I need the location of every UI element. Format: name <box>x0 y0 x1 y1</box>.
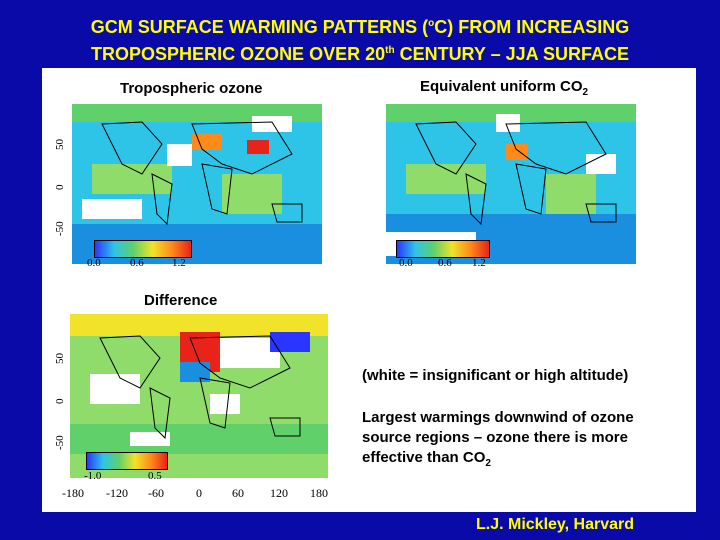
diff-lat-tick-50: 50 <box>54 353 66 364</box>
lon-tick-60: 60 <box>232 486 244 500</box>
lon-tick-0: 0 <box>196 486 202 500</box>
author-credit: L.J. Mickley, Harvard <box>476 516 634 533</box>
title-line-1: GCM SURFACE WARMING PATTERNS (oC) FROM I… <box>90 17 630 37</box>
ozone-scale-min: 0.0 <box>87 257 101 269</box>
co2-colorbar <box>396 240 490 258</box>
co2-map-graphic <box>386 104 636 264</box>
slide-title: GCM SURFACE WARMING PATTERNS (oC) FROM I… <box>0 12 720 66</box>
lon-tick-120: 120 <box>270 486 288 500</box>
lon-tick-minus-120: -120 <box>106 486 128 500</box>
white-legend-note: (white = insignificant or high altitude) <box>362 367 629 384</box>
largest-warmings-note: Largest warmings downwind of ozone sourc… <box>362 409 634 469</box>
ozone-scale-mid: 0.6 <box>130 257 144 269</box>
ozone-map-graphic <box>72 104 322 264</box>
ozone-map <box>72 104 322 264</box>
lon-tick-minus-60: -60 <box>148 486 164 500</box>
ozone-lat-tick-0: 0 <box>54 184 66 191</box>
co2-map <box>386 104 636 264</box>
diff-scale-min: -1.0 <box>84 470 102 482</box>
difference-map <box>70 314 328 478</box>
diff-scale-max: 0.5 <box>148 470 162 482</box>
lon-tick-180: 180 <box>310 486 328 500</box>
difference-colorbar <box>86 452 168 470</box>
co2-scale-max: 1.2 <box>472 257 486 269</box>
co2-map-label: Equivalent uniform CO2 <box>416 78 593 98</box>
co2-scale-mid: 0.6 <box>438 257 452 269</box>
difference-map-label: Difference <box>140 292 222 309</box>
title-line-2: TROPOSPHERIC OZONE OVER 20th CENTURY – J… <box>91 44 629 64</box>
lon-tick-minus-180: -180 <box>62 486 84 500</box>
diff-lat-tick-0: 0 <box>54 398 66 405</box>
ozone-map-label: Tropospheric ozone <box>116 80 267 97</box>
diff-lat-tick-minus-50: -50 <box>54 435 66 450</box>
ozone-lat-tick-50: 50 <box>54 139 66 150</box>
ozone-lat-tick-minus-50: -50 <box>54 221 66 236</box>
ozone-colorbar <box>94 240 192 258</box>
content-panel: 50 0 -50 0.0 0.6 1.2 Tropospheric ozone … <box>42 68 696 512</box>
co2-scale-min: 0.0 <box>399 257 413 269</box>
ozone-scale-max: 1.2 <box>172 257 186 269</box>
difference-map-graphic <box>70 314 328 478</box>
